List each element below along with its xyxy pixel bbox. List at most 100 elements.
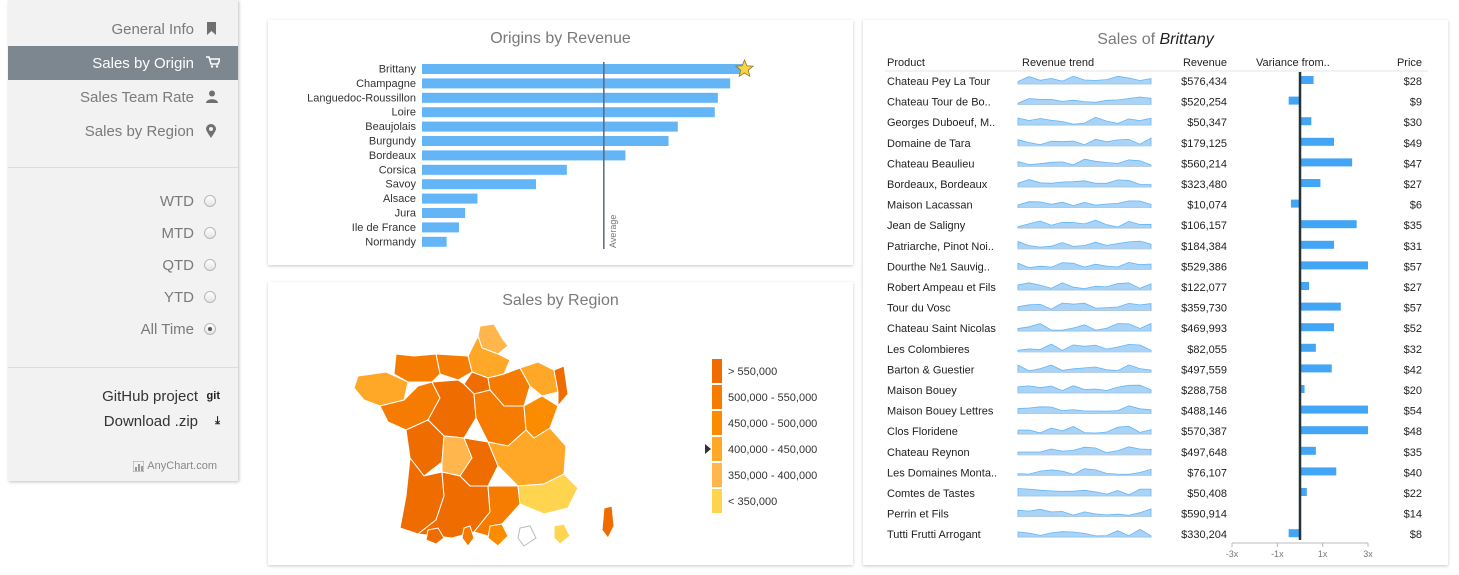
region-rhone-alpes[interactable] bbox=[487, 427, 567, 487]
revenue-value: $576,434 bbox=[1181, 76, 1227, 88]
variance-bar bbox=[1300, 220, 1357, 229]
column-header[interactable]: Revenue trend bbox=[1022, 57, 1094, 69]
revenue-value: $488,146 bbox=[1181, 406, 1227, 418]
region-mayotte[interactable] bbox=[517, 525, 537, 547]
bar-ile-de-france[interactable] bbox=[422, 222, 459, 233]
nav-list: General Info Sales by Origin Sales Team Ra… bbox=[8, 12, 238, 148]
revenue-value: $497,559 bbox=[1181, 364, 1227, 376]
table-row[interactable]: Tour du Vosc $359,730 $57 bbox=[887, 302, 1422, 315]
table-row[interactable]: Tutti Frutti Arrogant $330,204 $8 bbox=[887, 528, 1422, 541]
table-row[interactable]: Barton & Guestier $497,559 $42 bbox=[887, 364, 1422, 376]
region-corse[interactable] bbox=[601, 505, 615, 539]
region-alsace[interactable] bbox=[553, 365, 569, 408]
legend-label: 350,000 - 400,000 bbox=[728, 470, 817, 482]
radio-button[interactable] bbox=[204, 323, 216, 335]
region-guyane[interactable] bbox=[487, 523, 509, 547]
table-row[interactable]: Chateau Beaulieu $560,214 $47 bbox=[887, 158, 1422, 170]
period-option-mtd[interactable]: MTD bbox=[8, 217, 238, 249]
table-row[interactable]: Perrin et Fils $590,914 $14 bbox=[887, 508, 1422, 521]
table-row[interactable]: Jean de Saligny $106,157 $35 bbox=[887, 219, 1422, 232]
axis-tick-label: 1x bbox=[1318, 549, 1328, 559]
table-row[interactable]: Domaine de Tara $179,125 $49 bbox=[887, 137, 1422, 150]
column-header[interactable]: Product bbox=[887, 57, 925, 69]
region-reunion[interactable] bbox=[553, 523, 571, 545]
table-row[interactable]: Bordeaux, Bordeaux $323,480 $27 bbox=[887, 179, 1422, 191]
table-row[interactable]: Chateau Tour de Bo.. $520,254 $9 bbox=[887, 96, 1422, 109]
nav-item-general-info[interactable]: General Info bbox=[8, 12, 238, 46]
variance-bar bbox=[1288, 96, 1300, 105]
nav-item-sales-team-rate[interactable]: Sales Team Rate bbox=[8, 80, 238, 114]
region-paca[interactable] bbox=[517, 473, 579, 515]
table-row[interactable]: Comtes de Tastes $50,408 $22 bbox=[887, 488, 1422, 500]
region-basse-normandie[interactable] bbox=[393, 353, 441, 383]
radio-button[interactable] bbox=[204, 259, 216, 271]
table-row[interactable]: Chateau Pey La Tour $576,434 $28 bbox=[887, 75, 1422, 88]
table-row[interactable]: Dourthe №1 Sauvig.. $529,386 $57 bbox=[887, 261, 1422, 273]
bar-normandy[interactable] bbox=[422, 236, 447, 247]
price-value: $57 bbox=[1404, 303, 1422, 315]
region-centre[interactable] bbox=[427, 379, 477, 439]
table-row[interactable]: Georges Duboeuf, M.. $50,347 $30 bbox=[887, 116, 1422, 129]
variance-bar bbox=[1300, 446, 1316, 455]
bar-alsace[interactable] bbox=[422, 193, 478, 204]
table-row[interactable]: Clos Floridene $570,387 $48 bbox=[887, 425, 1422, 438]
price-value: $57 bbox=[1404, 261, 1422, 273]
bar-corsica[interactable] bbox=[422, 164, 567, 175]
revenue-sparkline bbox=[1017, 343, 1152, 353]
period-option-qtd[interactable]: QTD bbox=[8, 249, 238, 281]
table-row[interactable]: Chateau Saint Nicolas $469,993 $52 bbox=[887, 322, 1422, 335]
brand-label: AnyChart.com bbox=[147, 460, 217, 472]
period-option-wtd[interactable]: WTD bbox=[8, 185, 238, 217]
period-option-ytd[interactable]: YTD bbox=[8, 281, 238, 313]
variance-bar bbox=[1290, 199, 1300, 208]
download-zip-link[interactable]: Download .zip ⤓ bbox=[8, 409, 238, 434]
revenue-sparkline bbox=[1017, 219, 1152, 229]
table-row[interactable]: Robert Ampeau et Fils $122,077 $27 bbox=[887, 282, 1422, 294]
nav-item-sales-by-origin[interactable]: Sales by Origin bbox=[8, 46, 238, 80]
bar-loire[interactable] bbox=[422, 107, 715, 118]
price-value: $32 bbox=[1404, 344, 1422, 356]
table-row[interactable]: Maison Bouey $288,758 $20 bbox=[887, 384, 1422, 397]
bar-brittany[interactable] bbox=[422, 64, 743, 74]
period-option-all-time[interactable]: All Time bbox=[8, 313, 238, 345]
product-name: Chateau Tour de Bo.. bbox=[887, 97, 991, 109]
price-value: $6 bbox=[1410, 200, 1422, 212]
revenue-value: $529,386 bbox=[1181, 261, 1227, 273]
column-header[interactable]: Revenue bbox=[1183, 57, 1227, 69]
column-header[interactable]: Price bbox=[1397, 57, 1422, 69]
price-value: $22 bbox=[1404, 488, 1422, 500]
origins-panel: Origins by Revenue Brittany Champagne Lang… bbox=[268, 20, 853, 265]
region-martinique[interactable] bbox=[461, 525, 475, 547]
bar-jura[interactable] bbox=[422, 208, 466, 218]
table-row[interactable]: Les Domaines Monta.. $76,107 $40 bbox=[887, 467, 1422, 479]
bar-savoy[interactable] bbox=[422, 179, 537, 190]
bar-beaujolais[interactable] bbox=[422, 121, 678, 132]
github-project-link[interactable]: GitHub project git bbox=[8, 384, 238, 409]
variance-bar bbox=[1300, 117, 1312, 126]
table-row[interactable]: Maison Bouey Lettres $488,146 $54 bbox=[887, 405, 1422, 418]
nav-item-sales-by-region[interactable]: Sales by Region bbox=[8, 114, 238, 148]
region-haute-normandie[interactable] bbox=[435, 353, 473, 381]
region-guadeloupe[interactable] bbox=[425, 527, 445, 545]
table-row[interactable]: Les Colombieres $82,055 $32 bbox=[887, 343, 1422, 356]
product-name: Patriarche, Pinot Noi.. bbox=[887, 241, 994, 253]
map-regions[interactable] bbox=[353, 323, 615, 547]
table-row[interactable]: Maison Lacassan $10,074 $6 bbox=[887, 199, 1422, 212]
bar-bordeaux[interactable] bbox=[422, 150, 626, 161]
variance-bar bbox=[1300, 343, 1316, 352]
bar-champagne[interactable] bbox=[422, 78, 731, 89]
bar-label: Savoy bbox=[385, 179, 416, 191]
radio-button[interactable] bbox=[204, 291, 216, 303]
revenue-sparkline bbox=[1017, 96, 1152, 105]
radio-button[interactable] bbox=[204, 195, 216, 207]
bar-burgundy[interactable] bbox=[422, 136, 669, 146]
product-name: Maison Bouey bbox=[887, 385, 957, 397]
table-row[interactable]: Chateau Reynon $497,648 $35 bbox=[887, 446, 1422, 459]
column-header[interactable]: Variance from.. bbox=[1256, 57, 1330, 69]
anychart-brand[interactable]: AnyChart.com bbox=[133, 460, 217, 472]
revenue-value: $184,384 bbox=[1181, 241, 1227, 253]
revenue-value: $469,993 bbox=[1181, 323, 1227, 335]
table-row[interactable]: Patriarche, Pinot Noi.. $184,384 $31 bbox=[887, 240, 1422, 253]
radio-button[interactable] bbox=[204, 227, 216, 239]
bar-languedoc-roussillon[interactable] bbox=[422, 92, 718, 103]
